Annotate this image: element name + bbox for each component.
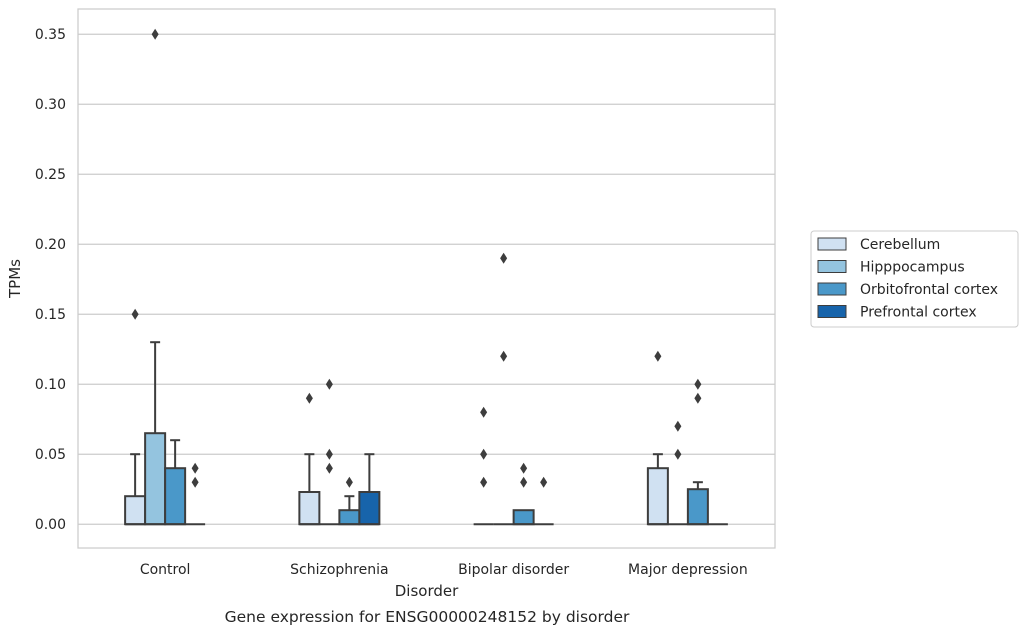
outlier-point bbox=[131, 308, 139, 320]
outlier-point bbox=[520, 462, 528, 474]
box-group bbox=[686, 378, 709, 526]
box-group bbox=[338, 476, 361, 526]
y-tick-label: 0.05 bbox=[35, 447, 66, 463]
y-tick-label: 0.35 bbox=[35, 27, 66, 43]
box-group bbox=[667, 420, 688, 526]
outlier-point bbox=[540, 476, 548, 488]
outlier-point bbox=[654, 350, 662, 362]
legend-label: Orbitofrontal cortex bbox=[860, 282, 998, 298]
legend-label: Cerebellum bbox=[860, 237, 940, 253]
box-rect bbox=[298, 491, 321, 526]
legend-frame bbox=[810, 230, 1019, 328]
chart-caption: Gene expression for ENSG00000248152 by d… bbox=[225, 608, 630, 626]
box-rect bbox=[164, 467, 187, 526]
y-axis-ticks: 0.00 0.05 0.10 0.15 0.20 0.25 0.30 0.35 bbox=[35, 27, 66, 533]
x-axis-ticks: Control Schizophrenia Bipolar disorder Majo… bbox=[140, 562, 748, 578]
y-tick-label: 0.00 bbox=[35, 517, 66, 533]
box-group bbox=[533, 476, 554, 526]
box-group bbox=[298, 392, 321, 526]
outlier-point bbox=[480, 448, 488, 460]
outlier-point bbox=[480, 406, 488, 418]
y-tick-label: 0.20 bbox=[35, 237, 66, 253]
x-tick-label: Control bbox=[140, 562, 191, 578]
legend-swatch bbox=[817, 305, 847, 318]
outlier-point bbox=[500, 252, 508, 264]
outlier-point bbox=[325, 378, 333, 390]
box-group bbox=[358, 453, 381, 526]
x-tick-label: Schizophrenia bbox=[290, 562, 388, 578]
box-rect bbox=[338, 509, 361, 526]
box-group bbox=[646, 350, 669, 526]
outlier-point bbox=[694, 392, 702, 404]
legend-swatch bbox=[817, 237, 847, 251]
outlier-point bbox=[191, 476, 199, 488]
y-tick-label: 0.30 bbox=[35, 97, 66, 113]
box-group bbox=[185, 462, 206, 526]
box-group bbox=[144, 28, 167, 526]
outlier-point bbox=[520, 476, 528, 488]
y-axis-label: TPMs bbox=[6, 259, 24, 299]
x-tick-label: Major depression bbox=[628, 562, 748, 578]
box-group bbox=[164, 439, 187, 526]
legend: Cerebellum Hipppocampus Orbitofrontal cort… bbox=[810, 230, 1019, 328]
box-rect bbox=[358, 491, 381, 526]
y-tick-label: 0.25 bbox=[35, 167, 66, 183]
legend-label: Hipppocampus bbox=[860, 260, 965, 276]
outlier-point bbox=[325, 462, 333, 474]
y-tick-label: 0.15 bbox=[35, 307, 66, 323]
outlier-point bbox=[694, 378, 702, 390]
box-group bbox=[473, 406, 494, 526]
outlier-point bbox=[500, 350, 508, 362]
x-tick-label: Bipolar disorder bbox=[458, 562, 569, 578]
box-group bbox=[512, 462, 535, 526]
outlier-point bbox=[325, 448, 333, 460]
grid-lines bbox=[78, 33, 775, 525]
outlier-point bbox=[151, 28, 159, 40]
box-rect bbox=[512, 509, 535, 526]
legend-swatch bbox=[817, 282, 847, 296]
boxes bbox=[124, 28, 728, 526]
box-rect bbox=[646, 467, 669, 526]
y-tick-label: 0.10 bbox=[35, 377, 66, 393]
box-group bbox=[319, 378, 340, 526]
outlier-point bbox=[480, 476, 488, 488]
legend-swatch bbox=[817, 260, 847, 273]
outlier-point bbox=[191, 462, 199, 474]
box-group bbox=[493, 252, 514, 526]
outlier-point bbox=[674, 420, 682, 432]
box-rect bbox=[144, 432, 167, 526]
x-axis-label: Disorder bbox=[395, 582, 459, 600]
plot-frame bbox=[77, 8, 776, 549]
box-rect bbox=[686, 488, 709, 526]
outlier-point bbox=[305, 392, 313, 404]
box-rect bbox=[124, 495, 147, 526]
legend-label: Prefrontal cortex bbox=[860, 305, 977, 321]
outlier-point bbox=[345, 476, 353, 488]
box-group bbox=[124, 308, 147, 526]
outlier-point bbox=[674, 448, 682, 460]
